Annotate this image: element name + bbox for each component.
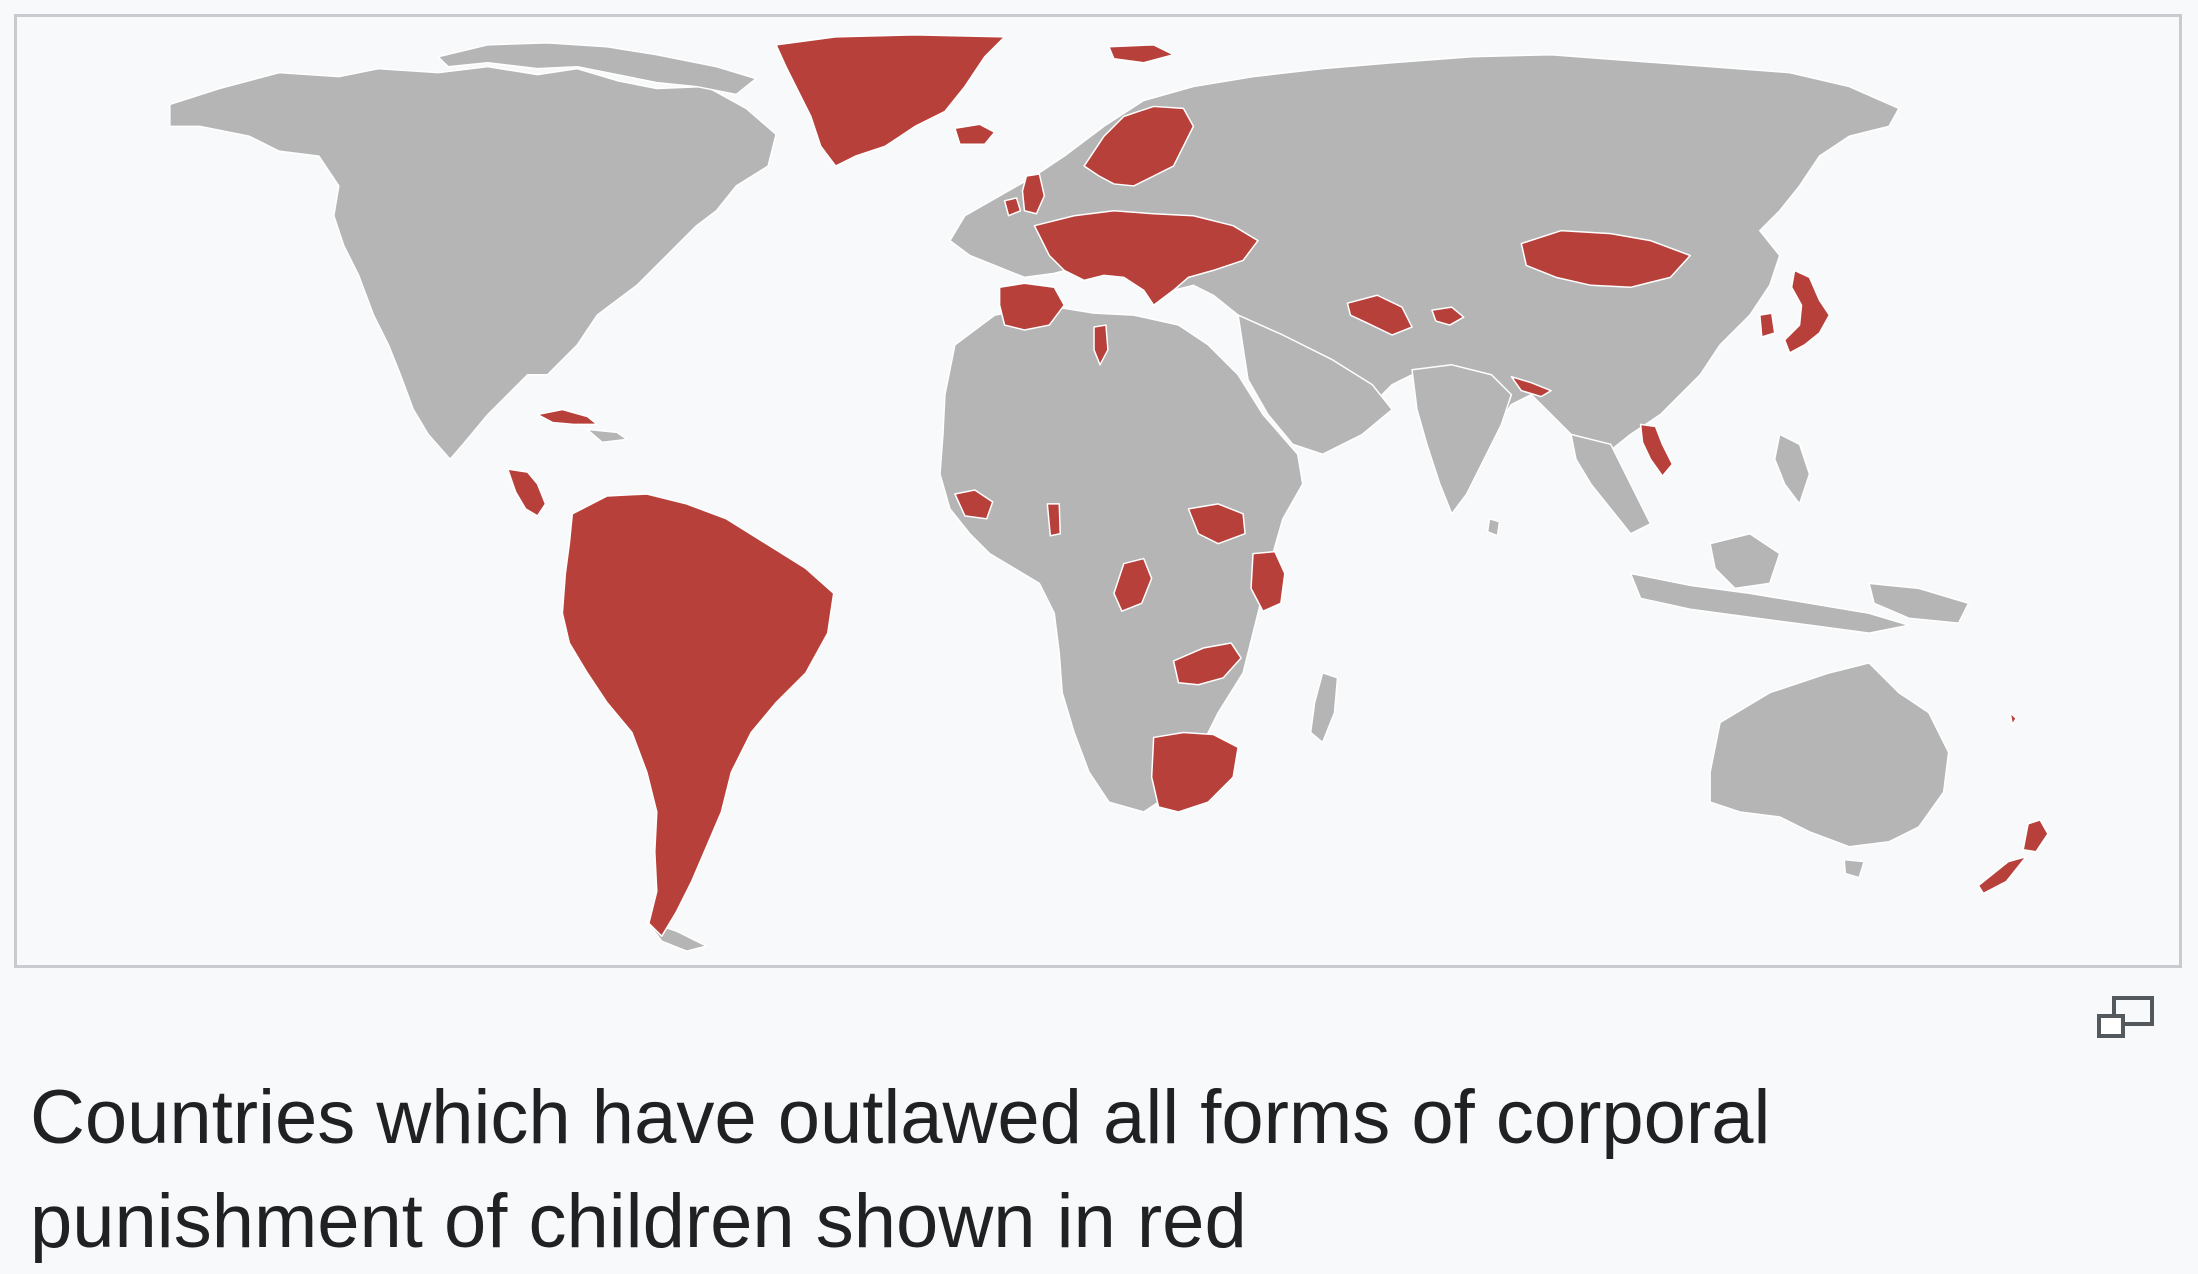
- region-indonesia: [1629, 572, 1910, 634]
- world-map[interactable]: [14, 14, 2182, 968]
- country-turkmenistan: [1346, 294, 1413, 336]
- region-arabia: [1237, 314, 1393, 455]
- figure-caption: Countries which have outlawed all forms …: [30, 1075, 1771, 1264]
- region-sri-lanka: [1486, 518, 1501, 537]
- country-zambia: [1172, 642, 1242, 686]
- country-south-africa: [1150, 731, 1239, 813]
- country-western-central-europe: [1033, 210, 1259, 306]
- country-tunisia: [1093, 324, 1109, 366]
- region-southeast-asia: [1570, 433, 1652, 535]
- magnify-clip-icon[interactable]: [2096, 996, 2156, 1042]
- land-outlawed: [506, 34, 2049, 937]
- region-tasmania: [1843, 858, 1865, 879]
- region-india: [1411, 364, 1513, 515]
- country-new-zealand-south: [1977, 855, 2027, 895]
- region-arctic-islands: [437, 42, 757, 96]
- country-iceland: [954, 123, 996, 145]
- country-new-zealand-north: [2022, 819, 2049, 853]
- region-borneo: [1709, 532, 1781, 590]
- region-north-america: [169, 65, 777, 460]
- country-ireland: [1003, 197, 1022, 217]
- country-south-korea: [1759, 312, 1776, 338]
- country-kenya: [1250, 550, 1286, 612]
- country-guinea: [954, 489, 994, 520]
- country-congo: [1113, 557, 1153, 612]
- land-not-outlawed: [169, 42, 1970, 952]
- world-map-svg: [169, 34, 2049, 952]
- country-scandinavia: [1083, 105, 1195, 187]
- country-united-kingdom: [1021, 173, 1046, 215]
- map-figure: Countries which have outlawed all forms …: [14, 14, 2182, 1264]
- country-greenland: [775, 34, 1006, 167]
- country-nepal: [1510, 375, 1552, 398]
- country-laos: [1639, 423, 1674, 477]
- region-philippines: [1773, 433, 1811, 505]
- country-cuba: [536, 408, 598, 426]
- country-tajikistan: [1431, 306, 1465, 326]
- country-south-america: [561, 493, 835, 937]
- country-central-america: [506, 468, 547, 517]
- region-australia: [1709, 662, 1950, 848]
- country-iberia: [998, 282, 1065, 331]
- country-mongolia: [1520, 229, 1691, 289]
- country-greenland-north: [1108, 44, 1175, 64]
- country-japan: [1783, 269, 1831, 354]
- country-vanuatu-fiji: [2009, 711, 2017, 726]
- region-caribbean: [586, 428, 628, 444]
- region-madagascar: [1309, 672, 1339, 744]
- region-new-guinea: [1868, 582, 1970, 624]
- country-south-sudan: [1187, 503, 1246, 545]
- country-togo-benin: [1046, 503, 1061, 537]
